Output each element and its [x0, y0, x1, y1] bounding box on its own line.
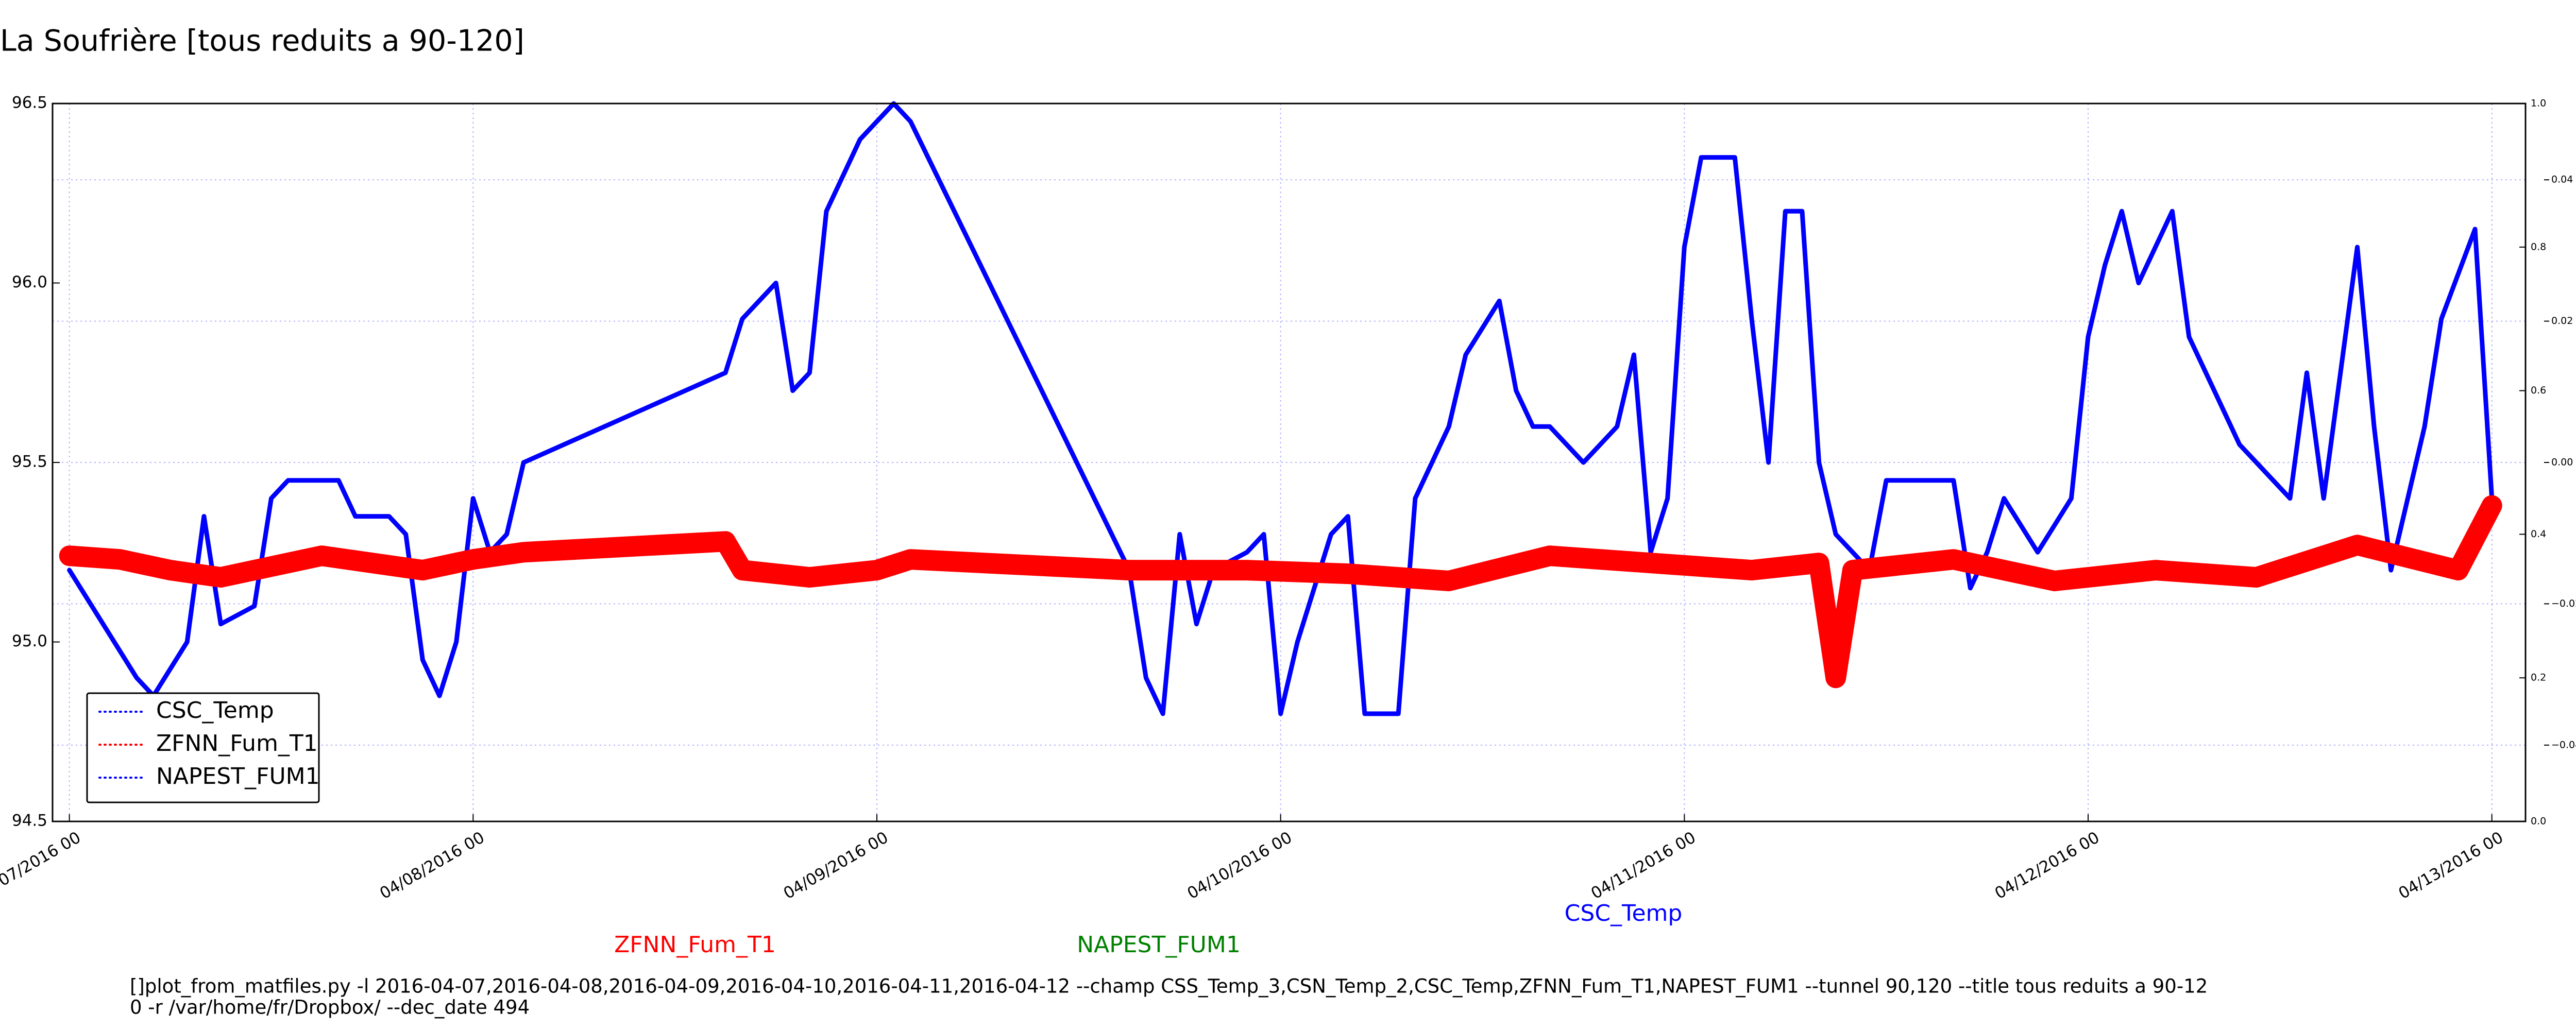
y2-tick-label: 0.8 [2531, 241, 2546, 252]
x-tick-label: 04/08/2016 00 [377, 828, 487, 903]
data-line [67, 101, 2495, 716]
footer-text: 0 -r /var/home/fr/Dropbox/ --dec_date 49… [130, 997, 530, 1019]
legend-label: ZFNN_Fum_T1 [156, 730, 318, 757]
y-tick-label: 95.0 [12, 632, 47, 650]
x-tick-label: 04/07/2016 00 [0, 828, 84, 903]
y-tick-label: 96.0 [12, 273, 47, 291]
y3-tick-label: 0.00 [2551, 457, 2573, 468]
y3-tick-label: 0.02 [2551, 315, 2573, 327]
legend-box [86, 692, 320, 803]
y2-tick-label: 0.2 [2531, 672, 2546, 683]
y2-tick-label: 0.6 [2531, 385, 2546, 396]
x-tick-label: 04/13/2016 00 [2396, 828, 2506, 903]
chart-title: La Soufrière [tous reduits a 90-120] [0, 24, 524, 58]
y-tick-label: 96.5 [12, 94, 47, 112]
axis-label: ZFNN_Fum_T1 [614, 932, 776, 958]
legend-label: CSC_Temp [156, 697, 274, 724]
axis-label: NAPEST_FUM1 [1077, 932, 1241, 958]
x-tick-label: 04/12/2016 00 [1992, 828, 2103, 903]
x-tick-label: 04/10/2016 00 [1184, 828, 1295, 903]
y3-tick-label: −0.04 [2551, 739, 2576, 750]
y-tick-label: 95.5 [12, 453, 47, 471]
y2-tick-label: 1.0 [2531, 98, 2546, 109]
x-tick-label: 04/11/2016 00 [1588, 828, 1699, 903]
y2-tick-label: 0.4 [2531, 528, 2546, 540]
y3-tick-label: 0.04 [2551, 174, 2573, 185]
axis-label: CSC_Temp [1565, 900, 1683, 926]
legend-label: NAPEST_FUM1 [156, 763, 320, 789]
x-tick-label: 04/09/2016 00 [781, 828, 891, 903]
y-tick-label: 94.5 [12, 812, 47, 830]
data-line [59, 495, 2502, 689]
legend: CSC_Temp ZFNN_Fum_T1 NAPEST_FUM1 [86, 692, 320, 803]
y3-tick-label: −0.02 [2551, 598, 2576, 609]
y2-tick-label: 0.0 [2531, 816, 2546, 827]
footer-text: []plot_from_matfiles.py -l 2016-04-07,20… [130, 975, 2208, 998]
